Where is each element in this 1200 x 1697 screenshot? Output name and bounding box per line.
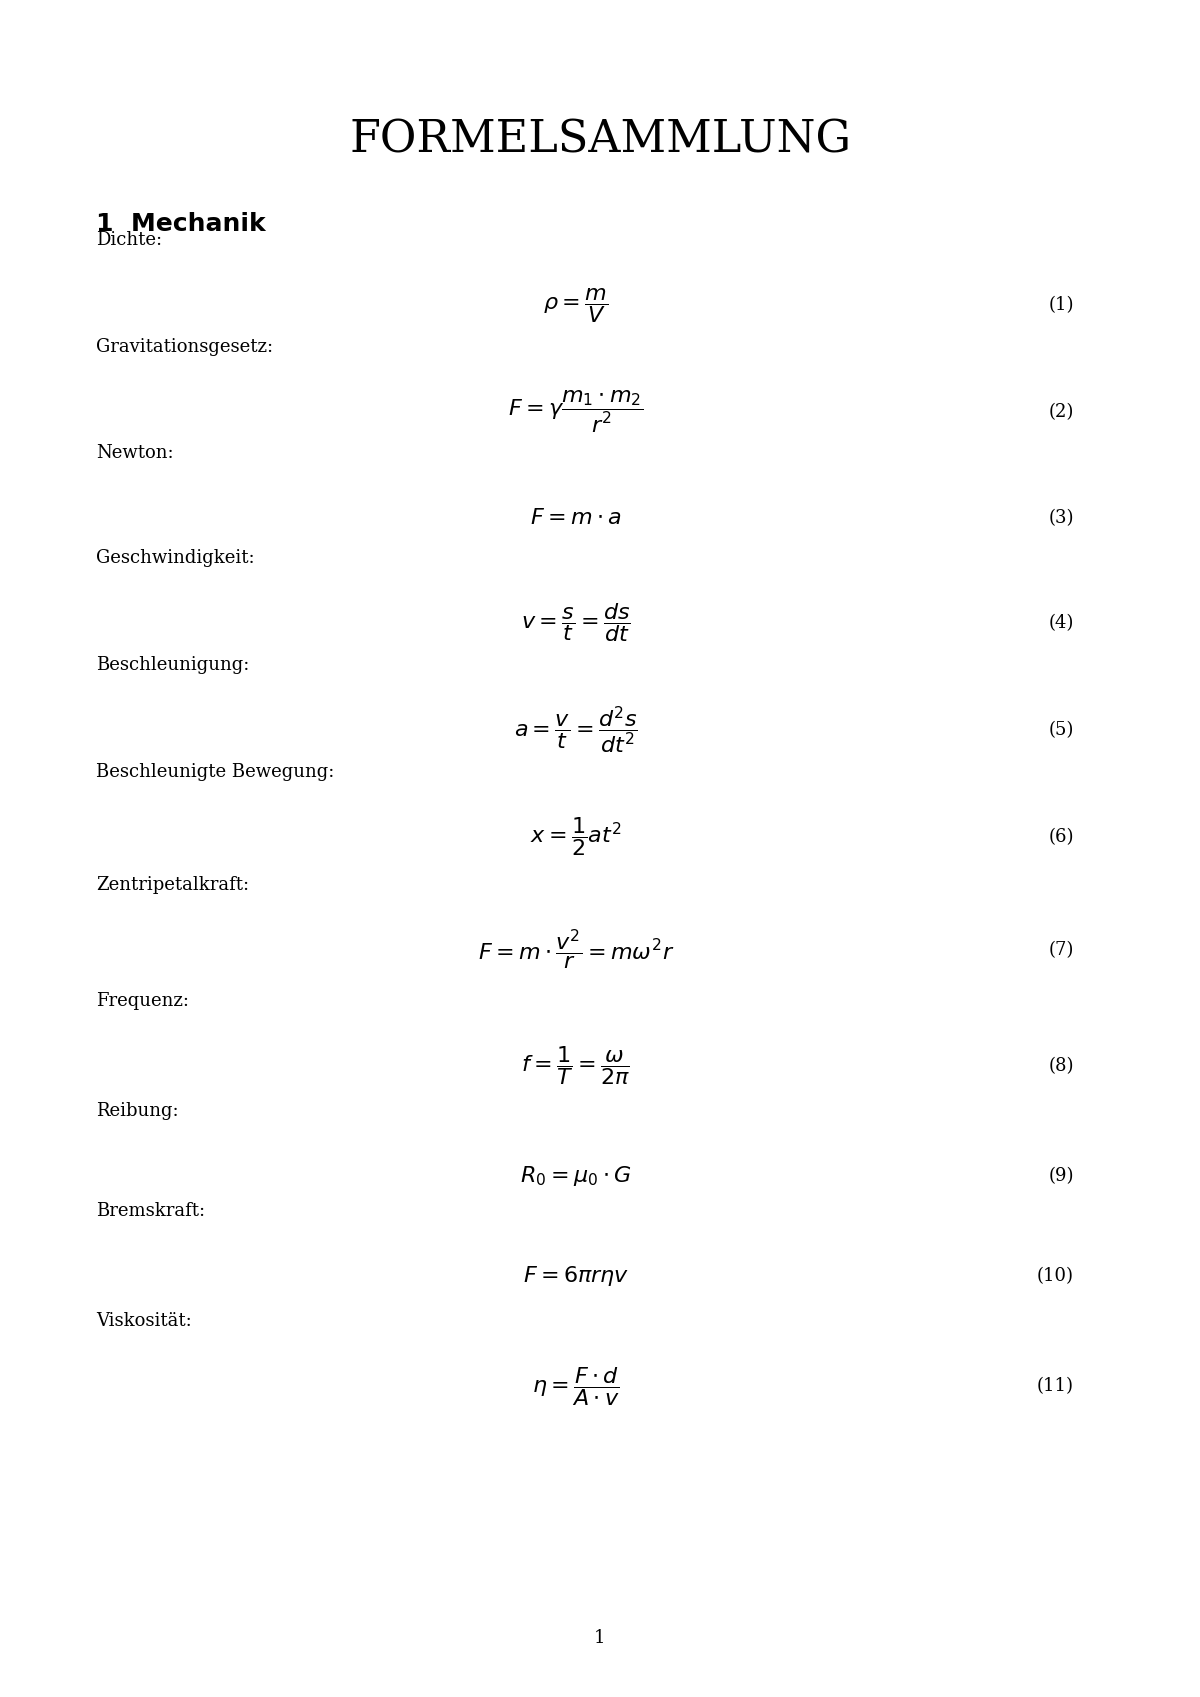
Text: FORMELSAMMLUNG: FORMELSAMMLUNG: [349, 119, 851, 161]
Text: Frequenz:: Frequenz:: [96, 991, 190, 1010]
Text: Gravitationsgesetz:: Gravitationsgesetz:: [96, 338, 274, 356]
Text: Viskosität:: Viskosität:: [96, 1312, 192, 1330]
Text: Beschleunigte Bewegung:: Beschleunigte Bewegung:: [96, 762, 335, 781]
Text: $\rho = \dfrac{m}{V}$: $\rho = \dfrac{m}{V}$: [544, 287, 608, 324]
Text: Bremskraft:: Bremskraft:: [96, 1201, 205, 1220]
Text: Zentripetalkraft:: Zentripetalkraft:: [96, 876, 250, 894]
Text: $a = \dfrac{v}{t} = \dfrac{d^2s}{dt^2}$: $a = \dfrac{v}{t} = \dfrac{d^2s}{dt^2}$: [514, 704, 638, 755]
Text: $\eta = \dfrac{F \cdot d}{A \cdot v}$: $\eta = \dfrac{F \cdot d}{A \cdot v}$: [532, 1364, 620, 1409]
Text: $F = m \cdot \dfrac{v^2}{r} = m\omega^2 r$: $F = m \cdot \dfrac{v^2}{r} = m\omega^2 …: [478, 928, 674, 972]
Text: (8): (8): [1049, 1057, 1074, 1074]
Text: Reibung:: Reibung:: [96, 1101, 179, 1120]
Text: $F = \gamma\dfrac{m_1 \cdot m_2}{r^2}$: $F = \gamma\dfrac{m_1 \cdot m_2}{r^2}$: [509, 389, 643, 436]
Text: 1: 1: [594, 1629, 606, 1646]
Text: Geschwindigkeit:: Geschwindigkeit:: [96, 548, 254, 567]
Text: (7): (7): [1049, 942, 1074, 959]
Text: (1): (1): [1049, 297, 1074, 314]
Text: $v = \dfrac{s}{t} = \dfrac{ds}{dt}$: $v = \dfrac{s}{t} = \dfrac{ds}{dt}$: [521, 601, 631, 645]
Text: (5): (5): [1049, 721, 1074, 738]
Text: $f = \dfrac{1}{T} = \dfrac{\omega}{2\pi}$: $f = \dfrac{1}{T} = \dfrac{\omega}{2\pi}…: [521, 1044, 631, 1088]
Text: Dichte:: Dichte:: [96, 231, 162, 249]
Text: Beschleunigung:: Beschleunigung:: [96, 655, 250, 674]
Text: Newton:: Newton:: [96, 443, 174, 462]
Text: 1  Mechanik: 1 Mechanik: [96, 212, 265, 236]
Text: (10): (10): [1037, 1268, 1074, 1285]
Text: (2): (2): [1049, 404, 1074, 421]
Text: (4): (4): [1049, 614, 1074, 631]
Text: (9): (9): [1049, 1168, 1074, 1185]
Text: $R_0 = \mu_0 \cdot G$: $R_0 = \mu_0 \cdot G$: [520, 1164, 632, 1188]
Text: (3): (3): [1049, 509, 1074, 526]
Text: $x = \dfrac{1}{2}at^2$: $x = \dfrac{1}{2}at^2$: [530, 815, 622, 859]
Text: (6): (6): [1049, 828, 1074, 845]
Text: $F = m \cdot a$: $F = m \cdot a$: [530, 507, 622, 528]
Text: $F = 6\pi r\eta v$: $F = 6\pi r\eta v$: [523, 1264, 629, 1288]
Text: (11): (11): [1037, 1378, 1074, 1395]
